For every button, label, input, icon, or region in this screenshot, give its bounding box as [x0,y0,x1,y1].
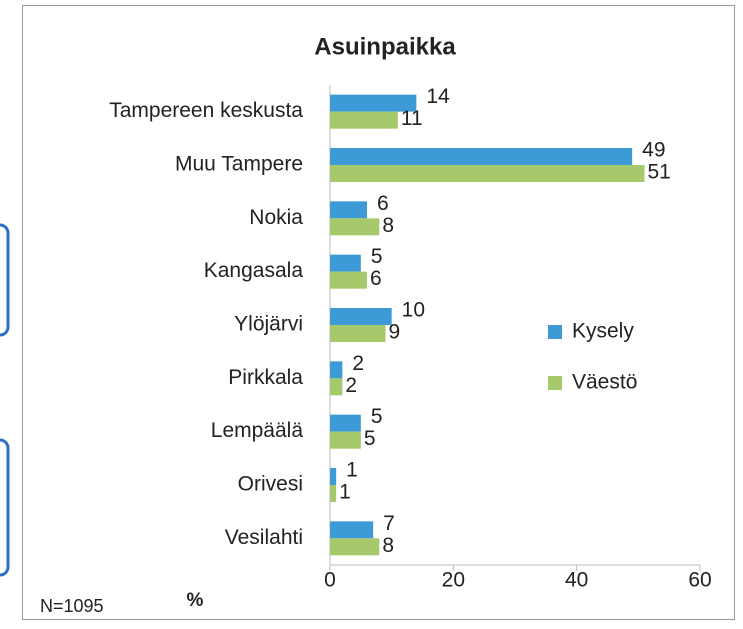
data-label: 2 [345,374,357,397]
data-label: 8 [382,214,394,237]
legend-swatch [548,376,562,390]
note: N=1095 [40,596,104,616]
bar [330,325,386,342]
y-tick-label: Vesilahti [225,526,303,549]
y-tick-label: Muu Tampere [175,153,303,176]
y-tick-label: Pirkkala [228,366,303,389]
data-label: 51 [648,161,671,184]
data-label: 7 [383,512,395,535]
x-tick-label: 0 [324,569,336,592]
y-tick-label: Ylöjärvi [234,313,303,336]
bar [330,538,380,556]
decor [0,223,10,337]
chart-title: Asuinpaikka [314,33,456,60]
data-label: 11 [401,107,423,130]
y-tick-label: Nokia [249,206,303,229]
bar [330,361,343,379]
data-label: 2 [352,352,364,375]
x-tick-label: 40 [565,569,588,592]
data-label: 1 [346,459,358,482]
bar [330,201,367,219]
bar [330,254,361,272]
x-tick-label: 20 [442,569,465,592]
data-label: 10 [402,299,425,322]
data-label: 9 [389,321,401,344]
data-label: 49 [642,139,665,162]
bar [330,308,392,325]
y-tick-label: Lempäälä [211,419,304,442]
y-tick-label: Tampereen keskusta [109,99,303,122]
bar [330,148,633,165]
bar [330,271,367,289]
data-label: 6 [370,267,382,290]
data-label: 14 [426,85,450,108]
data-label: 8 [382,534,394,557]
data-label: 1 [339,481,351,504]
bar [330,111,398,129]
bar [330,521,374,539]
bar [330,468,337,485]
bar [330,94,417,112]
bar [330,414,361,432]
x-tick-label: 60 [688,569,711,592]
legend-label: Väestö [572,371,637,394]
data-label: 5 [371,245,383,268]
bar [330,165,645,182]
data-label: 6 [377,192,389,215]
bar [330,218,380,236]
data-label: 5 [364,427,376,450]
legend-swatch [548,325,562,339]
bar [330,485,337,502]
data-label: 5 [371,405,383,428]
decor [0,438,10,577]
bar [330,378,343,396]
bar [330,431,361,449]
y-tick-label: Orivesi [238,473,303,496]
legend-label: Kysely [572,320,634,343]
x-axis-label: % [187,590,204,611]
y-tick-label: Kangasala [204,259,304,282]
